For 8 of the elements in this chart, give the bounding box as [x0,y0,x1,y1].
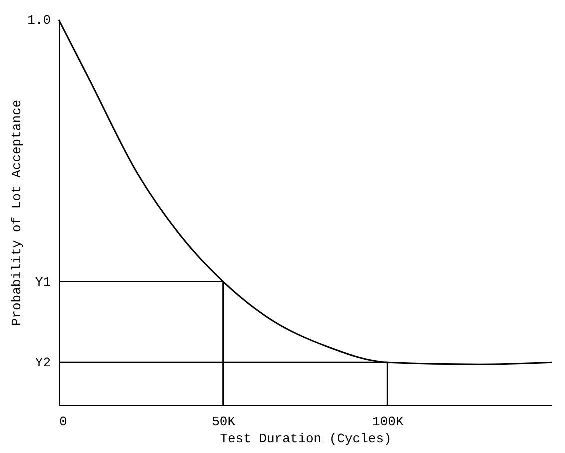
ref-line-label: Y2 [35,356,51,371]
x-tick-label: 100K [372,414,404,430]
text: 1.0 [28,13,51,28]
y-axis-title: Probability of Lot Acceptance [10,100,24,326]
x-axis-title: Test Duration (Cycles) [220,432,392,446]
ref-line-label: Y1 [35,274,52,290]
x-tick-label: 0 [60,414,68,430]
x-tick-label: 50K [212,414,236,430]
